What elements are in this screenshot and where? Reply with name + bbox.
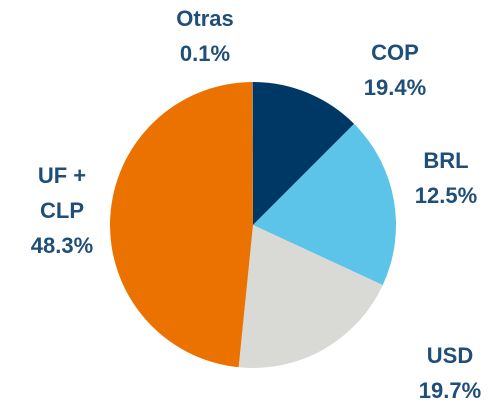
- value-label: 48.3%: [30, 233, 94, 258]
- pie-slice: [238, 225, 383, 368]
- slice-label: BRL 12.5%: [415, 143, 477, 213]
- category-label: COP: [371, 40, 419, 65]
- pie-slice: [110, 82, 253, 368]
- category-label: BRL: [423, 148, 469, 173]
- pie-slice: [253, 123, 397, 286]
- category-label: USD: [426, 343, 474, 368]
- value-label: 19.4%: [363, 75, 427, 100]
- slice-label: COP 19.4%: [364, 35, 426, 105]
- value-label: 0.1%: [179, 41, 231, 66]
- pie-slice: [252, 82, 253, 225]
- category-label: Otras: [176, 6, 234, 31]
- category-label: UF + CLP: [37, 163, 87, 223]
- slice-label: UF + CLP 48.3%: [27, 158, 97, 263]
- pie-slice: [253, 82, 355, 225]
- value-label: 19.7%: [418, 378, 482, 403]
- value-label: 12.5%: [414, 183, 478, 208]
- slice-label: USD 19.7%: [419, 338, 481, 404]
- slice-label: Otras 0.1%: [176, 1, 233, 71]
